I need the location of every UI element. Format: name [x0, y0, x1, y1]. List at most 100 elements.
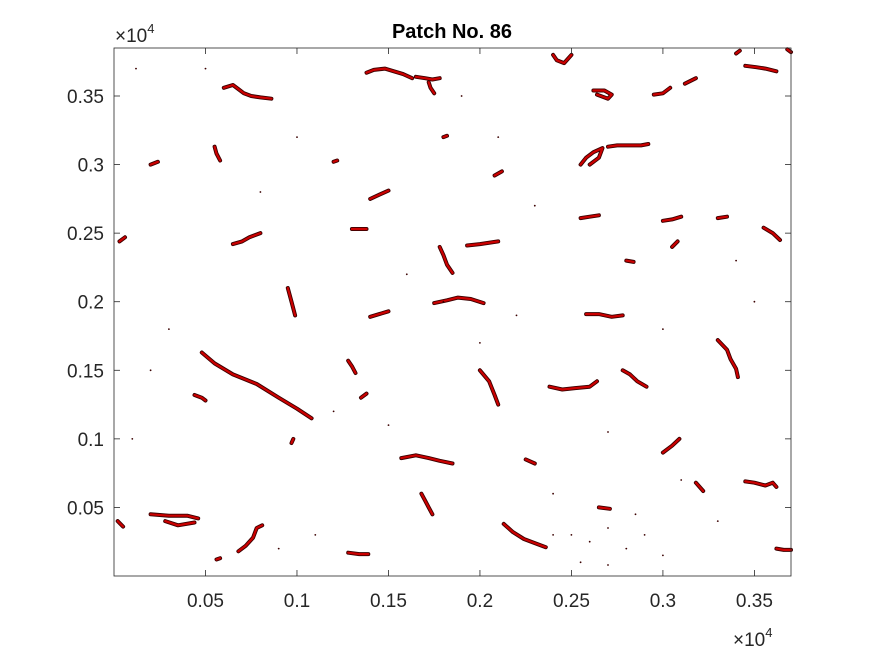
- feature-segment: [118, 236, 127, 243]
- y-tick-label: 0.05: [67, 498, 104, 519]
- plot-frame: [113, 47, 792, 577]
- scatter-point: [607, 431, 609, 433]
- feature-segment: [365, 67, 414, 80]
- scatter-point: [607, 564, 609, 566]
- feature-segment: [621, 369, 648, 388]
- y-exponent-power: 4: [147, 21, 154, 36]
- scatter-point: [131, 438, 134, 440]
- feature-segment: [369, 189, 390, 200]
- feature-segment: [369, 310, 390, 318]
- feature-segment: [215, 557, 222, 561]
- feature-segment: [786, 48, 793, 54]
- scatter-point: [607, 527, 609, 529]
- scatter-point: [332, 410, 335, 413]
- scatter-point: [570, 534, 573, 536]
- feature-segment: [200, 351, 313, 420]
- scatter-point: [204, 67, 207, 70]
- data-layer: [115, 47, 793, 566]
- x-exponent-base: ×10: [733, 630, 765, 651]
- x-tick-label: 0.3: [650, 591, 676, 612]
- feature-segment: [734, 49, 741, 55]
- scatter-point: [680, 479, 683, 481]
- feature-segment: [347, 551, 370, 556]
- feature-segment: [347, 359, 357, 375]
- feature-segment: [478, 369, 500, 406]
- feature-segment: [551, 53, 573, 65]
- feature-segment: [762, 226, 782, 242]
- scatter-point: [552, 534, 554, 536]
- feature-segment: [359, 392, 368, 399]
- scatter-point: [533, 204, 536, 207]
- feature-segment: [237, 524, 264, 553]
- feature-segment: [116, 519, 125, 528]
- feature-segment: [548, 380, 599, 391]
- scatter-point: [662, 554, 664, 557]
- feature-segment: [597, 506, 612, 510]
- scatter-point: [716, 520, 719, 522]
- feature-segment: [524, 458, 536, 465]
- y-exponent-base: ×10: [115, 26, 147, 47]
- scatter-point: [135, 67, 137, 70]
- y-exponent-label: ×104: [115, 21, 154, 47]
- scatter-point: [643, 534, 646, 536]
- scatter-point: [579, 561, 582, 564]
- feature-segment: [149, 160, 159, 166]
- scatter-point: [149, 369, 152, 372]
- x-exponent-power: 4: [765, 625, 772, 640]
- feature-segment: [149, 513, 200, 520]
- feature-segment: [438, 245, 454, 274]
- feature-segment: [442, 134, 449, 139]
- x-tick-label: 0.25: [553, 591, 590, 612]
- scatter-point: [259, 191, 262, 193]
- x-tick-label: 0.1: [284, 591, 310, 612]
- feature-segment: [400, 454, 454, 465]
- feature-segment: [164, 519, 196, 527]
- feature-segment: [579, 214, 601, 220]
- scatter-point: [497, 136, 500, 139]
- feature-segment: [286, 286, 297, 317]
- feature-segment: [222, 83, 273, 100]
- scatter-point: [314, 534, 317, 536]
- feature-segment: [775, 547, 793, 552]
- x-exponent-label: ×104: [733, 625, 772, 651]
- feature-segment: [493, 170, 503, 177]
- feature-segment: [694, 481, 705, 493]
- y-tick-label: 0.1: [78, 430, 104, 451]
- scatter-point: [735, 259, 737, 262]
- scatter-point: [460, 95, 463, 97]
- feature-segment: [193, 393, 207, 402]
- x-tick-label: 0.2: [467, 591, 493, 612]
- scatter-point: [753, 300, 756, 303]
- scatter-point: [387, 424, 390, 426]
- chart-title: Patch No. 86: [392, 21, 512, 43]
- feature-segment: [332, 159, 339, 163]
- scatter-point: [296, 136, 298, 139]
- feature-segment: [290, 437, 295, 445]
- feature-segment: [414, 75, 441, 81]
- plot-area: [114, 48, 791, 576]
- feature-segment: [661, 437, 681, 454]
- feature-segment: [716, 215, 729, 220]
- x-tick-label: 0.35: [736, 591, 773, 612]
- y-tick-label: 0.3: [78, 156, 104, 177]
- feature-segment: [592, 89, 613, 100]
- y-tick-label: 0.35: [67, 87, 104, 108]
- tick-layer: 0.05 0.1 0.15 0.2 0.25 0.3 0.35 0.05 0.1 0.15 0.2 0…: [67, 48, 791, 612]
- feature-segment: [683, 77, 698, 85]
- scatter-point: [479, 342, 481, 344]
- scatter-point: [168, 328, 170, 330]
- feature-segment: [625, 259, 635, 263]
- scatter-point: [277, 547, 280, 550]
- scatter-point: [405, 273, 408, 276]
- scatter-point: [662, 328, 664, 330]
- feature-segment: [661, 215, 683, 222]
- y-tick-label: 0.15: [67, 361, 104, 382]
- feature-segment: [744, 64, 778, 73]
- feature-segment: [579, 147, 604, 166]
- feature-segment: [502, 522, 547, 549]
- scatter-point: [552, 492, 554, 495]
- feature-segment: [652, 86, 672, 96]
- y-tick-label: 0.25: [67, 224, 104, 245]
